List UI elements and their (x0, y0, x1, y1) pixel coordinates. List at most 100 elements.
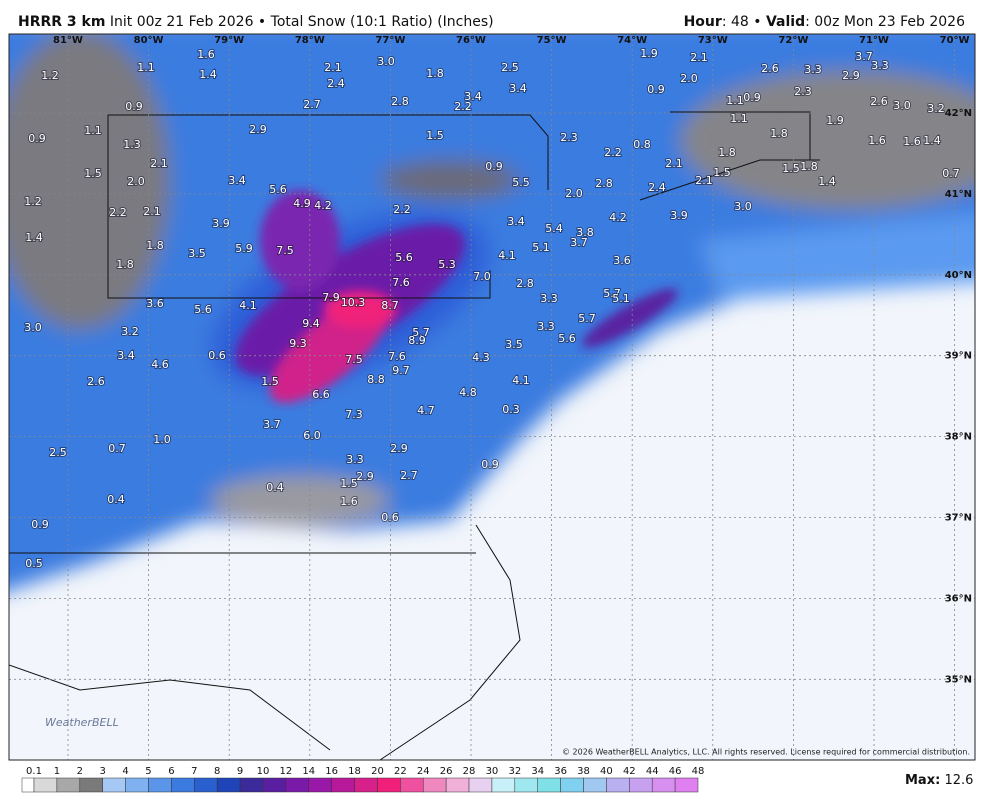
snow-amount: 3.3 (346, 453, 364, 466)
snow-amount: 2.2 (604, 146, 622, 159)
snow-amount: 0.9 (125, 100, 143, 113)
snow-amount: 0.6 (381, 511, 399, 524)
header-left: HRRR 3 km Init 00z 21 Feb 2026 • Total S… (18, 14, 494, 30)
snow-amount: 2.1 (695, 174, 713, 187)
snow-amount: 3.9 (670, 209, 688, 222)
longitude-label: 70°W (940, 35, 970, 46)
snow-amount: 2.9 (842, 69, 860, 82)
snow-amount: 2.8 (391, 95, 409, 108)
snow-amount: 7.9 (322, 291, 340, 304)
hour-label: Hour (684, 14, 722, 30)
snow-amount: 1.5 (426, 129, 444, 142)
colorbar-label: 34 (531, 766, 544, 777)
snow-amount: 1.2 (24, 195, 42, 208)
longitude-label: 72°W (778, 35, 808, 46)
geo-labels: 81°W 80°W 79°W 78°W 77°W 76°W 75°W 74°W 73°W 72°W… (53, 35, 972, 685)
snow-amount: 1.8 (426, 67, 444, 80)
colorbar-label: 9 (237, 766, 243, 777)
colorbar-swatch (239, 777, 264, 793)
snow-amount: 4.6 (151, 358, 169, 371)
snow-amount: 7.6 (388, 350, 406, 363)
snow-amount: 2.9 (390, 442, 408, 455)
colorbar-swatch (445, 777, 470, 793)
latitude-label: 37°N (945, 513, 972, 524)
snow-amount: 2.2 (393, 203, 411, 216)
snow-amount: 2.1 (143, 205, 161, 218)
colorbar-swatch (33, 777, 58, 793)
snow-amount: 7.0 (473, 270, 491, 283)
snow-amount: 1.8 (770, 127, 788, 140)
snow-amount: 1.8 (800, 160, 818, 173)
snow-amount: 5.1 (612, 292, 630, 305)
colorbar-swatch (79, 777, 103, 793)
snow-amount: 4.1 (512, 374, 530, 387)
snow-amount: 1.1 (726, 94, 744, 107)
snow-amount: 1.6 (903, 135, 921, 148)
snow-amount: 2.6 (870, 95, 888, 108)
latitude-label: 42°N (945, 108, 972, 119)
snow-amount: 2.1 (150, 157, 168, 170)
snow-amount: 1.1 (730, 112, 748, 125)
hour-value: : 48 • (722, 14, 762, 30)
snow-amount: 3.0 (24, 321, 42, 334)
colorbar-label: 0.1 (26, 766, 42, 777)
colorbar-swatch (194, 777, 218, 793)
colorbar-swatch (651, 777, 676, 793)
colorbar-label: 12 (279, 766, 292, 777)
snow-amount: 2.4 (327, 77, 345, 90)
snow-amount: 1.1 (84, 124, 102, 137)
snow-amount: 5.7 (412, 326, 430, 339)
colorbar-label: 1 (54, 766, 60, 777)
colorbar-label: 2 (77, 766, 83, 777)
snow-amount: 1.6 (340, 495, 358, 508)
snow-amount: 8.7 (381, 299, 399, 312)
snow-amount: 3.3 (871, 59, 889, 72)
snow-amount: 1.5 (340, 477, 358, 490)
colorbar-label: 26 (440, 766, 453, 777)
snow-amount: 2.7 (303, 98, 321, 111)
colorbar-swatch (377, 777, 401, 793)
map-frame (8, 33, 976, 761)
snow-amount: 3.4 (117, 349, 135, 362)
colorbar-swatch (262, 777, 287, 793)
description: Init 00z 21 Feb 2026 • Total Snow (10:1 … (110, 14, 494, 30)
snow-amount: 2.3 (794, 85, 812, 98)
snow-amount: 4.7 (417, 404, 435, 417)
colorbar-swatch (537, 777, 561, 793)
boundaries (9, 111, 820, 760)
snow-amount: 3.5 (505, 338, 523, 351)
snow-amount: 5.6 (558, 332, 576, 345)
max: Max: 12.6 (905, 773, 973, 788)
colorbar-label: 30 (486, 766, 499, 777)
snow-amount: 7.3 (345, 408, 363, 421)
snow-amount: 1.8 (116, 258, 134, 271)
snow-amount: 9.4 (302, 317, 320, 330)
snow-amount: 1.1 (137, 61, 155, 74)
snow-amount: 8.9 (408, 334, 426, 347)
snow-amount: 3.4 (228, 174, 246, 187)
snow-amount: 3.6 (613, 254, 631, 267)
snow-amount: 1.6 (868, 134, 886, 147)
snow-amount: 2.0 (680, 72, 698, 85)
colorbar-label: 32 (508, 766, 521, 777)
snow-amount: 0.9 (485, 160, 503, 173)
longitude-label: 75°W (537, 35, 567, 46)
snow-amount: 5.1 (532, 241, 550, 254)
valid-value: : 00z Mon 23 Feb 2026 (805, 14, 965, 30)
valid-label: Valid (766, 14, 805, 30)
snow-amount: 2.9 (356, 470, 374, 483)
snow-amount: 3.8 (576, 226, 594, 239)
snow-amount: 1.8 (718, 146, 736, 159)
snow-amount: 8.8 (367, 373, 385, 386)
colorbar-label: 7 (191, 766, 197, 777)
colorbar-label: 22 (394, 766, 407, 777)
snow-amount: 2.0 (565, 187, 583, 200)
colorbar-label: 42 (623, 766, 636, 777)
snow-amount: 1.9 (826, 114, 844, 127)
colorbar-swatch (331, 777, 355, 793)
longitude-label: 79°W (214, 35, 244, 46)
longitude-label: 74°W (617, 35, 647, 46)
snow-amount: 5.6 (194, 303, 212, 316)
snow-amount: 2.1 (665, 157, 683, 170)
snow-amount: 3.4 (507, 215, 525, 228)
